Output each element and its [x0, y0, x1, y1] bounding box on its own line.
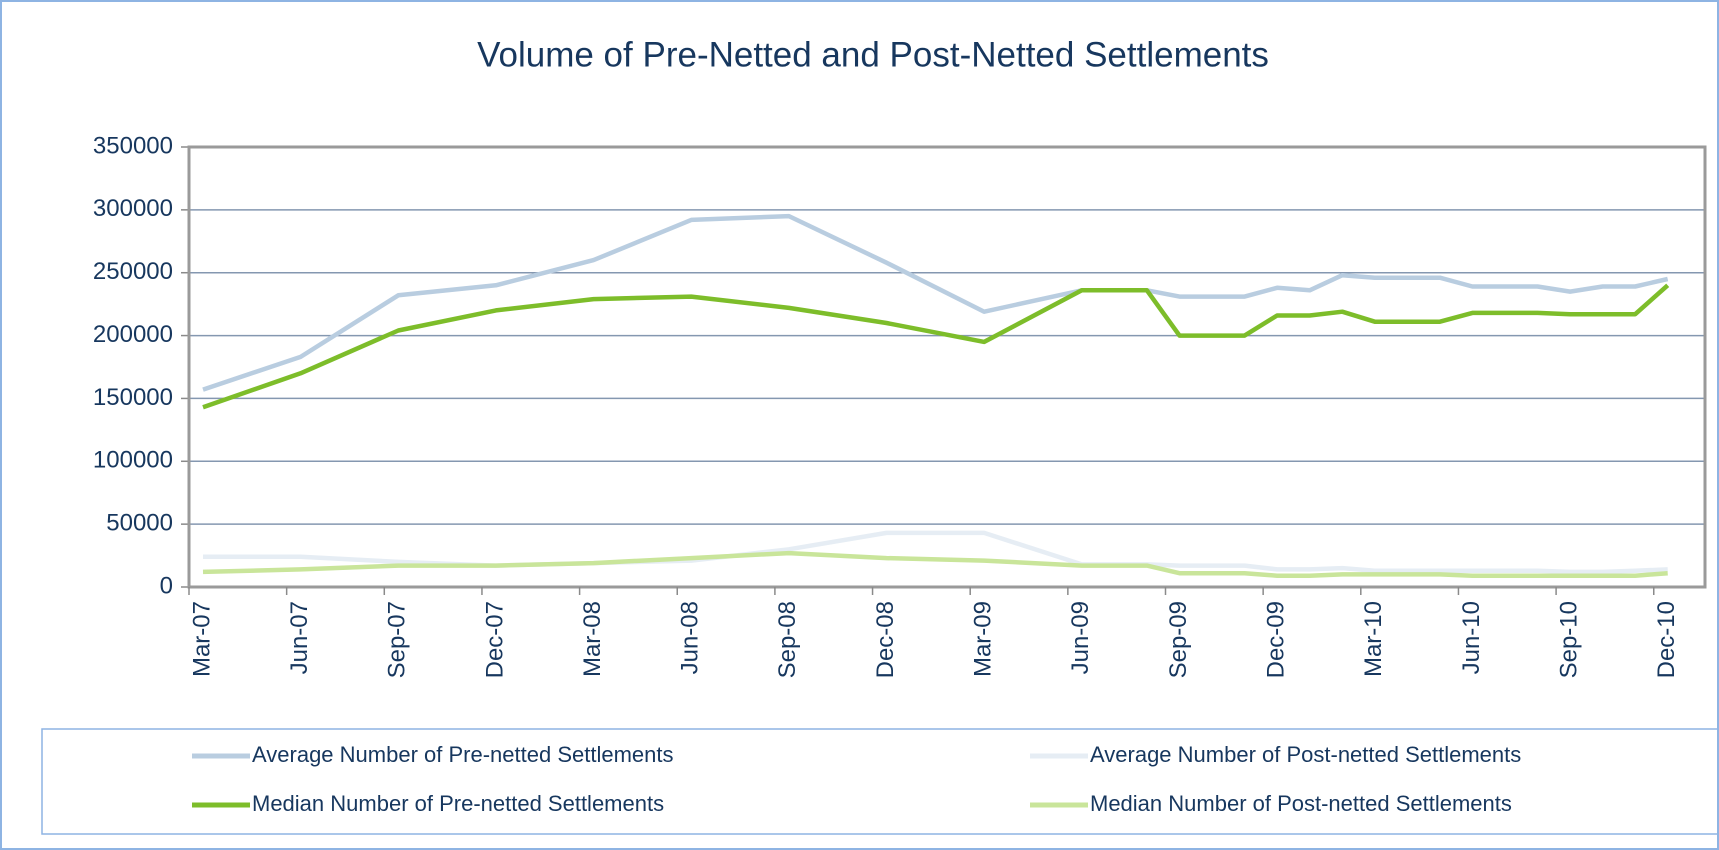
chart-title: Volume of Pre-Netted and Post-Netted Set…	[477, 35, 1269, 74]
plot-border	[187, 145, 1707, 589]
y-tick-label: 100000	[93, 447, 173, 474]
legend-label: Median Number of Post-netted Settlements	[1090, 791, 1512, 816]
series-line	[202, 213, 1669, 392]
x-tick-label: Dec-10	[1653, 601, 1680, 678]
x-tick-label: Sep-09	[1165, 601, 1192, 678]
x-tick-label: Sep-08	[774, 601, 801, 678]
x-tick-label: Dec-07	[481, 601, 508, 678]
y-tick-label: 200000	[93, 321, 173, 348]
legend-frame	[41, 728, 1719, 835]
series-line	[202, 550, 1668, 578]
y-tick-label: 150000	[93, 384, 173, 411]
x-tick-label: Jun-10	[1458, 601, 1485, 674]
x-tick-label: Jun-07	[286, 601, 313, 674]
x-tick-label: Sep-10	[1555, 601, 1582, 678]
y-tick-label: 300000	[93, 195, 173, 222]
x-tick-label: Mar-07	[188, 601, 215, 677]
legend-label: Median Number of Pre-netted Settlements	[252, 791, 664, 816]
x-tick-label: Mar-10	[1360, 601, 1387, 677]
y-tick-label: 0	[160, 572, 173, 599]
x-tick-label: Mar-09	[970, 601, 997, 677]
y-tick-label: 350000	[93, 132, 173, 159]
series-line	[202, 283, 1670, 410]
legend-label: Average Number of Post-netted Settlement…	[1090, 742, 1521, 767]
x-tick-label: Sep-07	[384, 601, 411, 678]
x-tick-label: Dec-08	[872, 601, 899, 678]
y-tick-label: 250000	[93, 258, 173, 285]
x-tick-label: Mar-08	[579, 601, 606, 677]
x-tick-label: Jun-08	[677, 601, 704, 674]
x-tick-label: Dec-09	[1262, 601, 1289, 678]
legend-label: Average Number of Pre-netted Settlements	[252, 742, 673, 767]
x-tick-label: Jun-09	[1067, 601, 1094, 674]
y-tick-label: 50000	[106, 509, 173, 536]
